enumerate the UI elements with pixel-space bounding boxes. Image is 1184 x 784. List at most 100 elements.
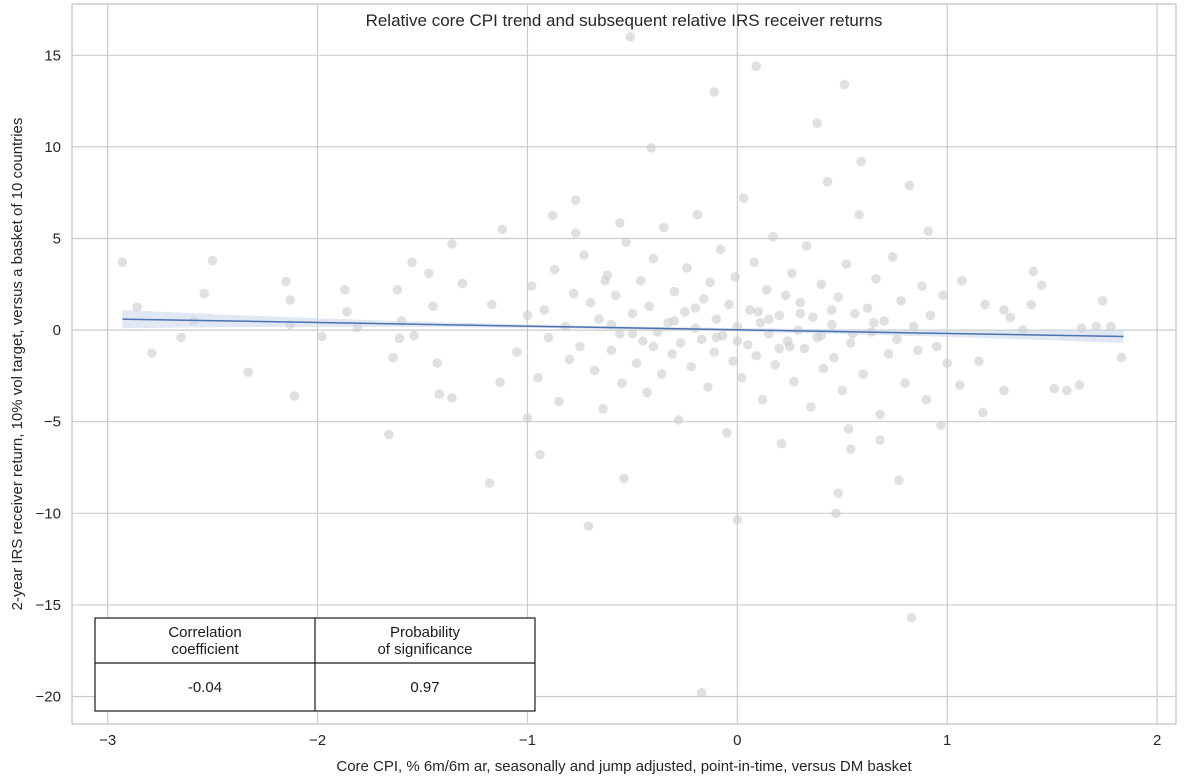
scatter-point (176, 332, 186, 343)
scatter-point (424, 268, 434, 279)
scatter-point (1028, 266, 1039, 277)
scatter-point (698, 294, 709, 304)
scatter-point (617, 378, 627, 389)
scatter-point (839, 79, 850, 90)
scatter-point (610, 290, 621, 301)
scatter-point (497, 224, 508, 235)
scatter-point (554, 396, 564, 407)
scatter-point (117, 257, 128, 268)
scatter-point (428, 301, 438, 312)
x-tick-label: −1 (519, 732, 536, 749)
scatter-point (711, 314, 722, 324)
scatter-point (146, 348, 157, 358)
scatter-point (342, 306, 352, 317)
table-value-probability: 0.97 (410, 679, 439, 696)
scatter-point (831, 508, 841, 519)
scatter-point (409, 330, 419, 341)
scatter-point (598, 404, 608, 414)
scatter-point (753, 306, 764, 317)
scatter-point (917, 281, 927, 291)
y-tick-label: 15 (44, 47, 61, 64)
scatter-point (526, 281, 537, 291)
scatter-point (646, 143, 657, 153)
scatter-point (547, 210, 558, 221)
scatter-point (871, 274, 881, 284)
scatter-point (774, 343, 785, 354)
scatter-point (875, 435, 885, 445)
scatter-point (686, 361, 696, 372)
scatter-point (875, 409, 885, 420)
scatter-point (495, 377, 505, 388)
scatter-point (755, 317, 766, 328)
scatter-point (457, 278, 468, 289)
scatter-point (692, 209, 703, 220)
scatter-point (627, 308, 638, 319)
scatter-point (715, 244, 726, 255)
scatter-point (925, 310, 936, 321)
scatter-point (680, 306, 690, 317)
scatter-point (818, 363, 829, 374)
scatter-point (1074, 380, 1085, 390)
scatter-point (942, 358, 953, 368)
table-header-correlation-line2: coefficient (171, 641, 239, 658)
scatter-point (340, 285, 350, 295)
scatter-point (522, 310, 533, 321)
plot-frame (71, 3, 1177, 725)
scatter-point (621, 237, 631, 247)
scatter-point (667, 349, 678, 359)
table-header-probability-line2: of significance (377, 641, 472, 658)
scatter-point (606, 345, 617, 356)
scatter-point (638, 336, 648, 346)
scatter-point (868, 317, 879, 328)
scatter-point (316, 331, 327, 342)
scatter-point (931, 341, 942, 352)
scatter-points (117, 32, 1127, 698)
scatter-point (392, 285, 403, 295)
scatter-point (1005, 312, 1015, 323)
scatter-point (512, 347, 522, 357)
scatter-point (770, 360, 780, 370)
scatter-point (619, 473, 629, 484)
y-tick-label: −15 (36, 597, 61, 614)
scatter-point (724, 299, 734, 310)
scatter-point (635, 275, 646, 286)
stats-table: Correlation coefficient Probability of s… (94, 617, 536, 712)
scatter-point (568, 288, 579, 299)
scatter-point (384, 429, 394, 440)
scatter-point (732, 336, 743, 346)
scatter-point (615, 328, 625, 339)
scatter-point (900, 378, 911, 389)
scatter-point (980, 299, 990, 310)
scatter-point (675, 338, 686, 348)
scatter-point (656, 369, 667, 379)
scatter-point (999, 305, 1009, 315)
scatter-point (816, 279, 827, 290)
scatter-point (826, 305, 837, 315)
scatter-point (799, 343, 810, 354)
scatter-point (837, 385, 848, 396)
scatter-point (906, 612, 917, 623)
scatter-point (841, 259, 852, 269)
scatter-point (484, 478, 495, 488)
scatter-point (858, 369, 869, 379)
scatter-point (1049, 383, 1060, 394)
scatter-point (594, 314, 604, 324)
scatter-point (447, 393, 457, 403)
x-tick-label: 0 (733, 732, 741, 749)
scatter-point (801, 241, 812, 251)
scatter-point (705, 277, 715, 288)
scatter-point (535, 449, 545, 460)
y-axis-label: 2-year IRS receiver return, 10% vol targ… (9, 118, 26, 611)
scatter-point (892, 334, 902, 345)
scatter-point (826, 319, 837, 330)
scatter-point (785, 341, 795, 352)
scatter-point (768, 231, 778, 242)
scatter-point (1091, 321, 1102, 332)
scatter-point (289, 391, 300, 401)
x-tick-label: 2 (1153, 732, 1161, 749)
scatter-point (833, 292, 843, 302)
scatter-point (432, 358, 443, 368)
scatter-point (589, 365, 600, 376)
scatter-point (199, 288, 210, 299)
scatter-point (908, 321, 919, 332)
